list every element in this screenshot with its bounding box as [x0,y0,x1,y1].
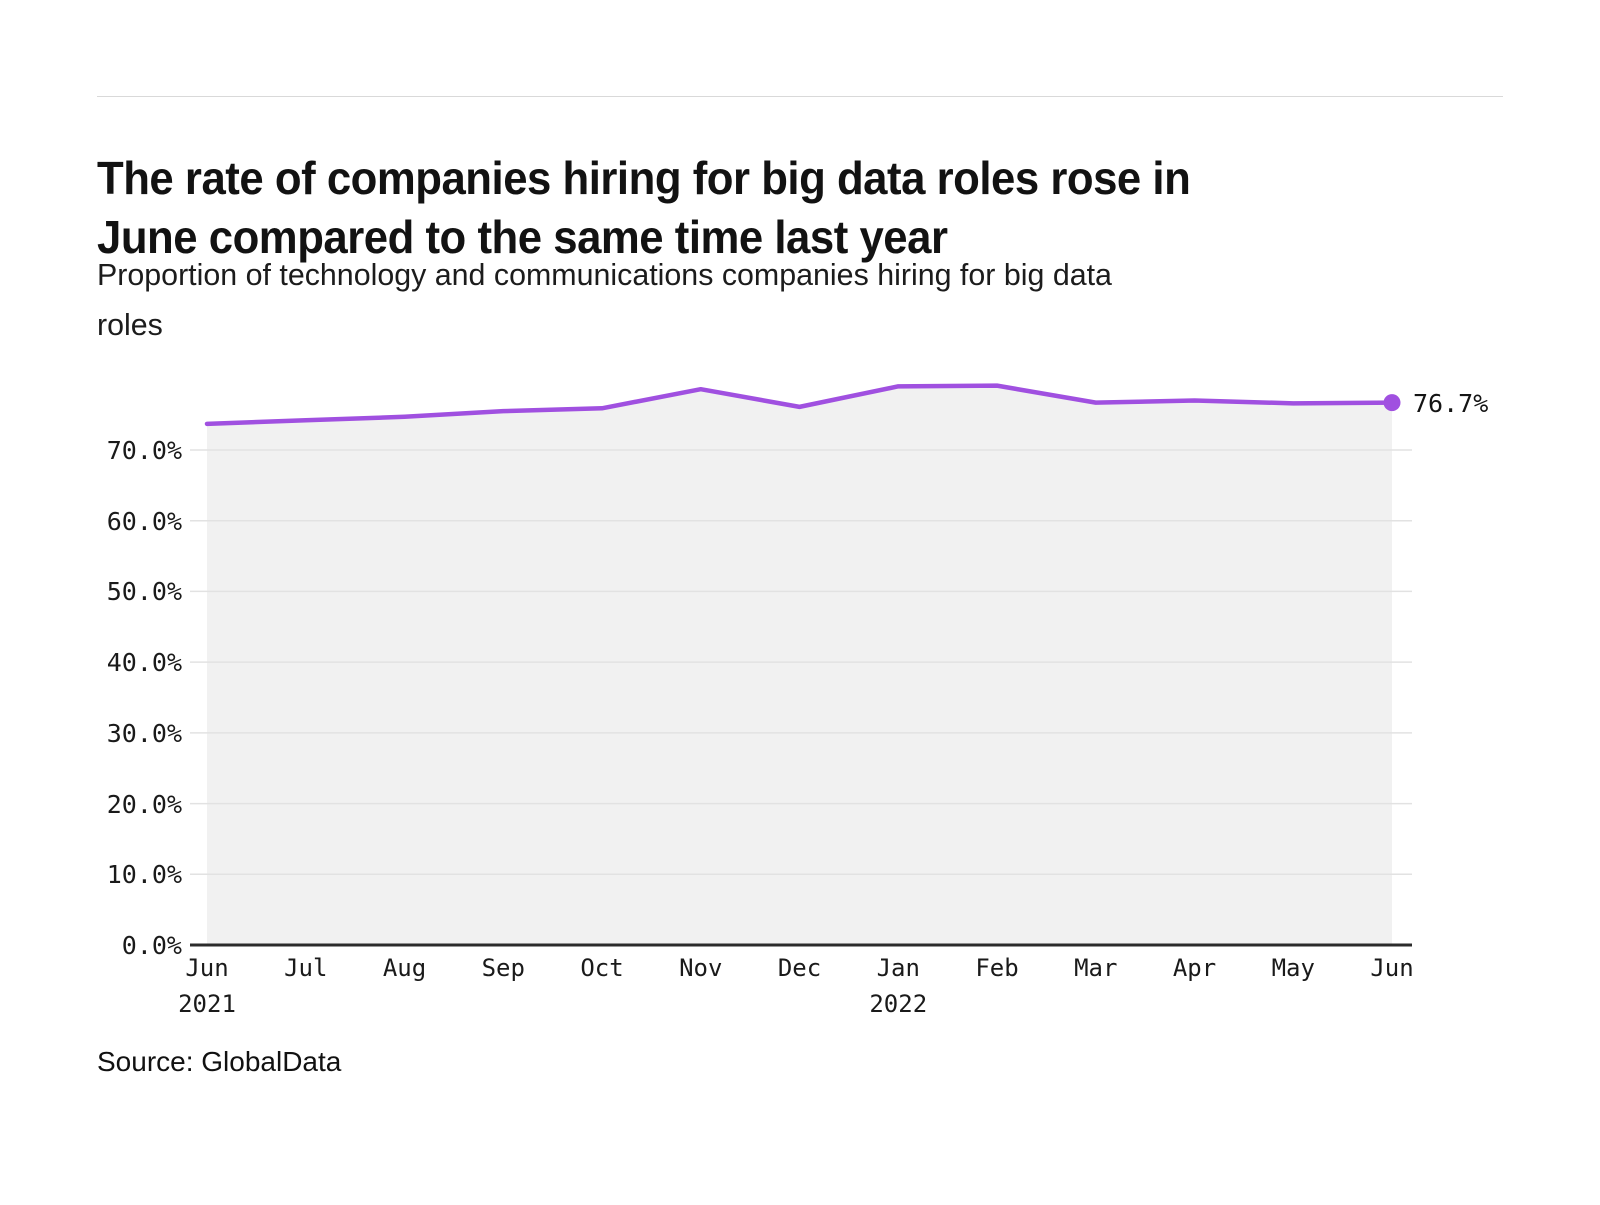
chart-subtitle-line-2: roles [97,307,163,342]
last-point-marker [1383,394,1401,412]
x-tick-4: Oct [580,954,624,982]
chart-title-line-1: The rate of companies hiring for big dat… [97,151,1191,204]
top-divider [97,96,1503,97]
x-tick-6: Dec [777,954,822,982]
last-point-value-label: 76.7% [1413,388,1489,418]
x-year-2021: 2021 [178,990,236,1018]
x-year-2022: 2022 [869,990,928,1018]
x-tick-5: Nov [679,954,723,982]
chart-title-line-2: June compared to the same time last year [97,210,948,263]
x-tick-3: Sep [481,954,525,982]
chart-title: The rate of companies hiring for big dat… [97,149,1446,267]
y-tick-30.0%: 30.0% [106,718,182,748]
x-tick-7: Jan [876,954,920,982]
x-tick-12: Jun [1370,954,1414,982]
data-line [204,383,1395,427]
x-tick-10: Apr [1172,954,1217,982]
area-fill [207,385,1392,946]
y-tick-70.0%: 70.0% [106,436,182,465]
y-tick-20.0%: 20.0% [106,789,182,819]
x-tick-1: Jul [284,954,328,982]
x-tick-8: Feb [975,954,1019,982]
y-tick-0.0%: 0.0% [121,931,182,960]
x-tick-11: May [1271,954,1315,982]
chart-subtitle: Proportion of technology and communicati… [97,250,1489,350]
chart-subtitle-line-1: Proportion of technology and communicati… [97,257,1112,292]
y-tick-10.0%: 10.0% [106,860,182,890]
y-tick-60.0%: 60.0% [106,506,182,536]
y-tick-50.0%: 50.0% [106,577,182,607]
source-note: Source: GlobalData [97,1046,342,1077]
x-tick-2: Aug [382,954,427,982]
x-tick-9: Mar [1074,954,1118,982]
x-tick-0: Jun [185,954,229,982]
y-tick-40.0%: 40.0% [106,648,182,678]
